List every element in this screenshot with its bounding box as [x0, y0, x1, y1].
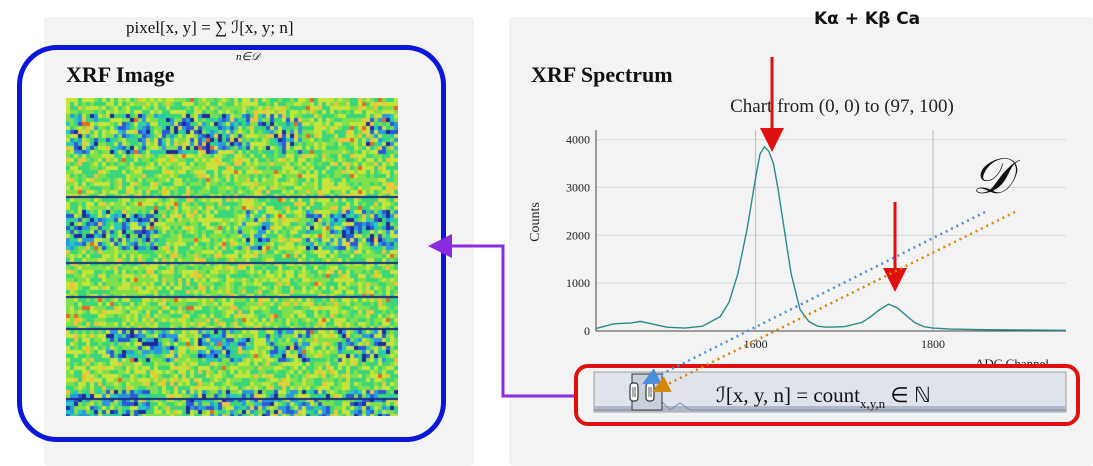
- y-axis-label: Counts: [528, 202, 543, 242]
- overview-drag-handle-right[interactable]: [645, 382, 655, 402]
- y-tick-label: 0: [584, 324, 590, 338]
- pixel-sum-subscript: n∈𝒟: [236, 51, 260, 63]
- x-tick-label: 1800: [921, 337, 945, 351]
- xrf-image-frame: [17, 45, 446, 442]
- count-formula-subscript: x,y,n: [860, 396, 886, 411]
- count-formula: ℐ[x, y, n] = countx,y,n ∈ ℕ: [716, 383, 931, 411]
- xrf-image-title: XRF Image: [66, 62, 175, 87]
- x-tick-label: 1600: [744, 337, 768, 351]
- peak-label: Kα + Kβ Ca: [814, 9, 921, 29]
- xrf-spectrum-title: XRF Spectrum: [531, 62, 673, 87]
- overview-drag-handle-left[interactable]: [629, 382, 639, 402]
- domain-symbol: 𝒟: [972, 147, 1012, 205]
- y-tick-label: 4000: [566, 133, 590, 147]
- count-formula-tail: ∈ ℕ: [885, 383, 931, 407]
- y-tick-label: 3000: [566, 180, 590, 194]
- count-formula-main: ℐ[x, y, n] = count: [716, 383, 860, 407]
- chart-title: Chart from (0, 0) to (97, 100): [730, 96, 954, 117]
- y-tick-label: 2000: [566, 228, 590, 242]
- y-tick-label: 1000: [566, 276, 590, 290]
- xrf-heatmap-image: [66, 98, 398, 416]
- pixel-sum-formula: pixel[x, y] = ∑ ℐ[x, y; n]: [126, 18, 294, 37]
